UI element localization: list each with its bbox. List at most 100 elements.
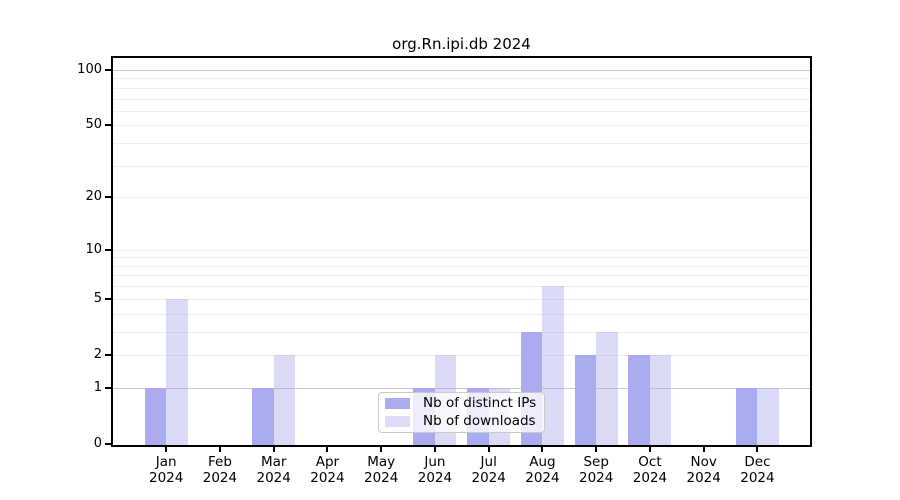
legend-label-downloads: Nb of downloads [423, 413, 536, 429]
x-label-year: 2024 [256, 470, 291, 486]
bar-downloads-sep [596, 331, 618, 445]
x-label-month: Nov [690, 454, 717, 470]
x-label-month: Apr [315, 454, 340, 470]
x-label-year: 2024 [740, 470, 775, 486]
bar-downloads-oct [649, 354, 672, 445]
x-tick-label-jan: Jan 2024 [138, 454, 194, 486]
x-tick-aug [541, 447, 544, 452]
x-label-month: Jan [155, 454, 177, 470]
y-tick-5 [105, 297, 111, 300]
x-label-year: 2024 [149, 470, 184, 486]
x-label-month: Oct [638, 454, 662, 470]
x-label-month: Dec [744, 454, 771, 470]
x-tick-label-apr: Apr 2024 [299, 454, 355, 486]
y-tick-1 [105, 386, 111, 389]
gridline-minor-70 [113, 98, 810, 100]
y-tick-label-20: 20 [85, 189, 102, 205]
gridline-minor-50 [113, 125, 810, 127]
gridline-minor-80 [113, 87, 810, 89]
y-tick-label-100: 100 [77, 61, 102, 77]
gridline-minor-8 [113, 265, 810, 267]
bar-distinct-ips-dec [735, 387, 758, 445]
x-tick-label-sep: Sep 2024 [568, 454, 624, 486]
y-tick-label-50: 50 [85, 117, 102, 133]
gridline-minor-6 [113, 286, 810, 288]
gridline-major-1 [113, 387, 810, 389]
x-label-year: 2024 [364, 470, 399, 486]
x-tick-dec [756, 447, 759, 452]
x-label-month: Mar [260, 454, 287, 470]
bar-distinct-ips-sep [574, 354, 597, 445]
downloads-swatch [385, 416, 410, 427]
y-tick-label-1: 1 [93, 379, 102, 395]
gridline-minor-9 [113, 257, 810, 259]
x-tick-label-aug: Aug 2024 [514, 454, 570, 486]
x-label-year: 2024 [525, 470, 560, 486]
x-tick-sep [595, 447, 598, 452]
x-label-month: Jun [424, 454, 446, 470]
x-tick-label-nov: Nov 2024 [676, 454, 732, 486]
y-tick-100 [105, 68, 111, 71]
x-label-month: Jul [480, 454, 497, 470]
x-tick-feb [218, 447, 221, 452]
x-label-year: 2024 [471, 470, 506, 486]
gridline-minor-7 [113, 275, 810, 277]
distinct-ips-swatch [385, 398, 410, 409]
gridline-major-100 [113, 69, 810, 71]
y-tick-label-10: 10 [85, 241, 102, 257]
gridline-minor-40 [113, 143, 810, 145]
gridline-minor-20 [113, 197, 810, 199]
legend-label-distinct-ips: Nb of distinct IPs [423, 395, 537, 411]
gridline-minor-10 [113, 249, 810, 251]
chart-title: org.Rn.ipi.db 2024 [392, 35, 531, 53]
bar-distinct-ips-mar [252, 387, 274, 445]
y-tick-0 [105, 443, 111, 445]
x-tick-mar [272, 447, 275, 452]
x-label-year: 2024 [202, 470, 238, 486]
legend-item-downloads: Nb of downloads [379, 414, 544, 429]
x-label-year: 2024 [310, 470, 345, 486]
x-tick-apr [326, 447, 329, 452]
x-tick-jul [487, 447, 490, 452]
x-tick-nov [702, 447, 705, 452]
x-label-month: Feb [207, 454, 232, 470]
plot-area [111, 56, 812, 447]
legend: Nb of distinct IPs Nb of downloads [378, 392, 545, 433]
x-label-month: May [367, 454, 396, 470]
gridline-minor-4 [113, 313, 810, 315]
x-tick-label-oct: Oct 2024 [622, 454, 678, 486]
x-tick-label-jun: Jun 2024 [407, 454, 463, 486]
x-label-year: 2024 [417, 470, 453, 486]
x-label-year: 2024 [686, 470, 721, 486]
legend-item-distinct-ips: Nb of distinct IPs [379, 396, 544, 411]
y-tick-50 [105, 124, 111, 127]
bar-downloads-dec [757, 387, 779, 445]
gridline-minor-60 [113, 110, 810, 112]
x-tick-label-may: May 2024 [353, 454, 409, 486]
x-label-year: 2024 [632, 470, 668, 486]
gridline-minor-90 [113, 78, 810, 80]
y-tick-10 [105, 248, 111, 251]
y-tick-2 [105, 353, 111, 356]
x-tick-oct [648, 447, 651, 452]
gridline-minor-30 [113, 165, 810, 167]
x-tick-label-mar: Mar 2024 [246, 454, 302, 486]
x-tick-label-jul: Jul 2024 [461, 454, 517, 486]
x-tick-jun [433, 447, 436, 452]
x-tick-label-dec: Dec 2024 [729, 454, 785, 486]
bar-distinct-ips-jan [144, 387, 167, 445]
x-tick-jan [165, 447, 168, 452]
bar-downloads-aug [542, 286, 564, 445]
y-tick-label-5: 5 [93, 290, 102, 306]
x-label-month: Aug [529, 454, 556, 470]
gridline-minor-3 [113, 331, 810, 333]
x-tick-may [380, 447, 383, 452]
bar-distinct-ips-oct [628, 354, 650, 445]
x-label-year: 2024 [579, 470, 614, 486]
x-label-month: Sep [583, 454, 609, 470]
y-tick-20 [105, 196, 111, 199]
y-tick-label-2: 2 [93, 346, 102, 362]
gridline-minor-5 [113, 298, 810, 300]
bar-downloads-jan [166, 298, 188, 445]
